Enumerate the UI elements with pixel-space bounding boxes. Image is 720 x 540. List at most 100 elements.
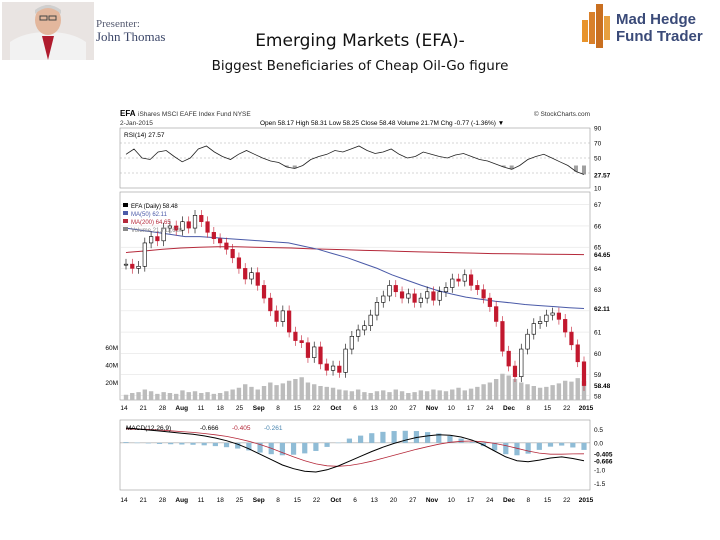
volume-bar [255, 389, 260, 400]
candle-body [199, 215, 204, 223]
candle-body [136, 265, 141, 269]
macd-histogram-bar [514, 442, 520, 456]
macd-histogram-bar [413, 431, 420, 443]
price-tick-label: 61 [594, 330, 602, 337]
macd-histogram-bar [302, 442, 308, 454]
slide-title: Emerging Markets (EFA)- [255, 31, 465, 51]
candle-body [130, 263, 135, 269]
candle-body [274, 310, 279, 322]
volume-bar [180, 390, 185, 400]
legend-swatch [123, 203, 128, 207]
macd-histogram-bar [547, 442, 554, 447]
candle-body [186, 221, 191, 229]
x-tick-label: 15 [544, 497, 552, 504]
x-tick-label: 18 [217, 405, 225, 412]
candle-body [456, 278, 461, 282]
x-tick-label: Sep [253, 405, 265, 412]
legend-entry: Volume 21,711,620 [131, 228, 183, 234]
volume-bar [374, 391, 380, 400]
price-tick-label: 62.11 [594, 306, 610, 313]
macd-histogram-bar [391, 431, 397, 443]
rsi-panel: RSI(14) 27.57 90 70 50 27.57 10 [119, 126, 611, 193]
volume-bar [142, 389, 148, 400]
volume-bar [318, 386, 323, 400]
x-tick-label: 18 [217, 497, 225, 504]
candle-body [293, 331, 298, 341]
x-tick-label: 22 [313, 405, 321, 412]
macd-tick-label: -1.0 [594, 467, 606, 474]
volume-bar [387, 392, 392, 400]
x-tick-label: 10 [448, 497, 456, 504]
volume-bar [192, 391, 198, 400]
candle-body [381, 295, 386, 303]
candle-body [287, 310, 292, 333]
volume-bar [173, 393, 179, 400]
macd-histogram-bar [201, 442, 207, 446]
candle-body [581, 361, 587, 386]
macd-histogram-bar [492, 442, 498, 451]
rsi-label: RSI(14) 27.57 [124, 132, 165, 139]
x-tick-label: 22 [563, 497, 571, 504]
x-tick-label: 25 [236, 497, 244, 504]
volume-bar [525, 384, 530, 400]
volume-bar [462, 390, 467, 400]
x-tick-label: Oct [330, 405, 342, 412]
rsi-tick-label: 50 [594, 156, 602, 163]
x-tick-label: 21 [140, 497, 148, 504]
candle-body [161, 227, 166, 242]
candle-body [211, 232, 216, 239]
slide-subtitle: Biggest Beneficiaries of Cheap Oil-Go fi… [211, 58, 509, 74]
candle-body [425, 291, 430, 299]
macd-histogram-bar [335, 442, 341, 444]
macd-histogram-bar [436, 433, 442, 443]
candle-body [349, 336, 354, 350]
volume-bar [330, 387, 336, 400]
candle-body [487, 297, 492, 307]
volume-bar [305, 382, 311, 400]
volume-bar [399, 391, 405, 400]
candle-body [468, 274, 474, 286]
macd-histogram-bar [402, 430, 408, 443]
x-tick-label: 24 [486, 497, 494, 504]
candle-body [205, 221, 210, 233]
volume-bar [199, 393, 204, 400]
volume-bar [569, 381, 574, 400]
x-tick-label: 11 [198, 497, 205, 504]
candle-body [531, 323, 536, 335]
chart-ohlc: Open 58.17 High 58.31 Low 58.25 Close 58… [260, 120, 504, 127]
x-tick-label: 20 [390, 497, 398, 504]
x-tick-label: 28 [159, 405, 167, 412]
volume-bar [261, 386, 267, 400]
macd-tick-label: -1.5 [594, 481, 606, 488]
macd-label-value: -0.666 [200, 425, 219, 432]
x-tick-label: 8 [276, 497, 280, 504]
x-tick-label: 2015 [579, 497, 594, 504]
candle-body [512, 365, 518, 377]
volume-bar [544, 386, 549, 400]
macd-histogram-bar [458, 438, 464, 443]
rsi-oversold-fill [509, 165, 514, 170]
volume-bar [550, 385, 555, 400]
volume-bar [155, 393, 160, 400]
x-tick-label: Dec [503, 405, 515, 412]
macd-histogram-bar [469, 442, 475, 443]
volume-tick-label: 60M [105, 345, 118, 352]
x-tick-label: Dec [503, 497, 515, 504]
macd-label-hist: -0.261 [264, 425, 283, 432]
volume-bar [562, 380, 568, 400]
macd-histogram-bar [447, 435, 453, 443]
x-tick-label: 22 [563, 405, 571, 412]
candle-body [569, 331, 574, 346]
volume-bar [299, 377, 304, 400]
x-tick-label: Aug [175, 497, 188, 504]
candle-body [494, 306, 499, 322]
ma200-line [125, 246, 585, 256]
macd-histogram-bar [179, 442, 185, 445]
volume-bar [393, 389, 398, 400]
candle-body [462, 274, 467, 282]
candle-body [412, 293, 417, 303]
rsi-oversold-fill [501, 165, 506, 167]
candle-body [330, 365, 336, 371]
volume-bar [506, 375, 511, 400]
price-tick-label: 58.48 [594, 383, 611, 390]
